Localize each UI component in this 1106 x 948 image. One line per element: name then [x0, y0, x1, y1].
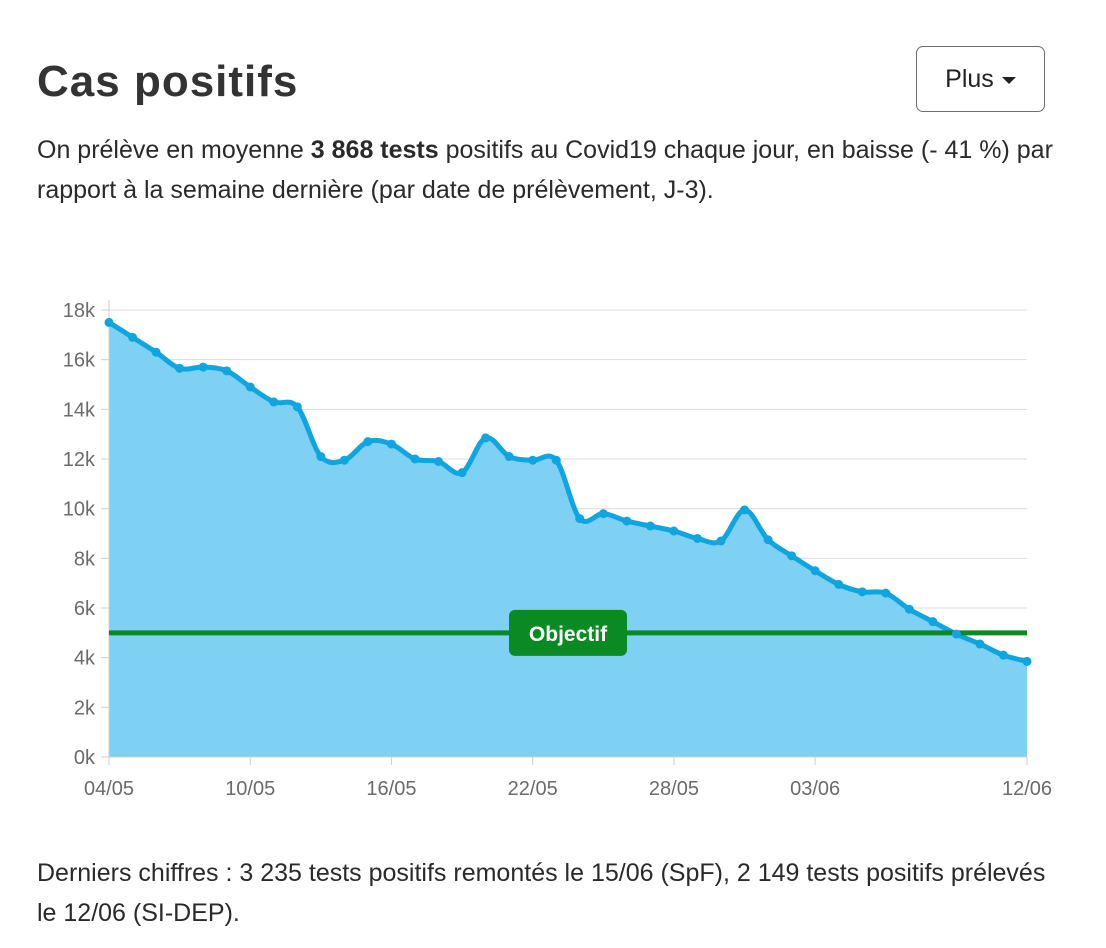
- x-tick-label: 10/05: [225, 778, 275, 800]
- summary-text: On prélève en moyenne 3 868 tests positi…: [37, 130, 1067, 210]
- data-point: [645, 521, 655, 531]
- y-axis-ticks: 0k 2k 4k 6k 8k 10k 12k 14k 16k 18k: [63, 300, 109, 769]
- x-tick-label: 22/05: [508, 778, 558, 800]
- data-point: [551, 455, 561, 465]
- y-tick-label: 8k: [74, 548, 96, 570]
- data-point: [575, 514, 585, 524]
- x-tick-label: 12/06: [1002, 778, 1052, 800]
- more-button-label: Plus: [945, 64, 994, 93]
- data-point: [316, 452, 326, 462]
- data-point: [198, 362, 208, 372]
- data-point: [1022, 656, 1032, 666]
- data-points: [104, 317, 1032, 666]
- latest-figures-text: Derniers chiffres : 3 235 tests positifs…: [37, 859, 1046, 927]
- data-point: [151, 347, 161, 357]
- page-title: Cas positifs: [37, 57, 299, 106]
- series-line: [106, 319, 1030, 664]
- objective-badge: [509, 609, 627, 656]
- data-point: [222, 366, 232, 376]
- data-point: [740, 505, 750, 515]
- data-point: [692, 533, 702, 543]
- y-tick-label: 16k: [63, 350, 96, 372]
- x-tick-label: 16/05: [366, 778, 416, 800]
- data-point: [386, 439, 396, 449]
- data-point: [975, 639, 985, 649]
- y-tick-label: 4k: [74, 648, 96, 670]
- more-dropdown-button[interactable]: Plus: [916, 46, 1045, 112]
- data-point: [763, 535, 773, 545]
- data-point: [787, 551, 797, 561]
- data-point: [481, 433, 491, 443]
- caret-down-icon: [1001, 76, 1016, 84]
- objective-layer: Objectif: [109, 609, 1027, 656]
- data-point: [104, 317, 114, 327]
- data-point: [598, 509, 608, 519]
- y-tick-label: 12k: [63, 449, 96, 471]
- data-point: [857, 587, 867, 597]
- y-tick-label: 0k: [74, 747, 96, 769]
- y-tick-label: 10k: [63, 499, 96, 521]
- y-tick-label: 18k: [63, 300, 96, 322]
- data-point: [669, 526, 679, 536]
- data-point: [128, 332, 138, 342]
- summary-prefix: On prélève en moyenne: [37, 136, 311, 164]
- x-tick-label: 03/06: [790, 778, 840, 800]
- positive-cases-chart: Objectif 0k 2k 4k 6k 8k 10k 12k 14k 16k 18k 04/05…: [63, 300, 1052, 800]
- series-area-fill: [109, 322, 1027, 757]
- data-point: [834, 579, 844, 589]
- x-tick-label: 04/05: [84, 778, 134, 800]
- data-point: [810, 566, 820, 576]
- objective-label: Objectif: [529, 623, 608, 646]
- data-point: [269, 397, 279, 407]
- data-point: [175, 363, 185, 373]
- data-point: [245, 382, 255, 392]
- x-axis-ticks: 04/05 10/05 16/05 22/05 28/05 03/06 12/06: [84, 757, 1052, 800]
- y-tick-label: 2k: [74, 697, 96, 719]
- data-point: [363, 437, 373, 447]
- data-point: [904, 604, 914, 614]
- data-point: [434, 456, 444, 466]
- data-point: [881, 588, 891, 598]
- summary-highlight: 3 868 tests: [310, 136, 439, 164]
- area-layer: [106, 319, 1030, 757]
- data-point: [716, 536, 726, 546]
- data-point: [410, 454, 420, 464]
- data-point: [998, 650, 1008, 660]
- data-point: [457, 468, 467, 478]
- data-point: [928, 617, 938, 627]
- data-point: [292, 402, 302, 412]
- data-point: [528, 455, 538, 465]
- data-point: [504, 452, 514, 462]
- axis-layer: [108, 300, 1027, 758]
- data-point: [622, 516, 632, 526]
- data-point: [951, 629, 961, 639]
- x-tick-label: 28/05: [649, 778, 699, 800]
- data-point: [339, 455, 349, 465]
- y-tick-label: 6k: [74, 598, 96, 620]
- y-tick-label: 14k: [63, 399, 96, 421]
- summary-suffix: positifs au Covid19 chaque jour, en bais…: [37, 136, 1053, 204]
